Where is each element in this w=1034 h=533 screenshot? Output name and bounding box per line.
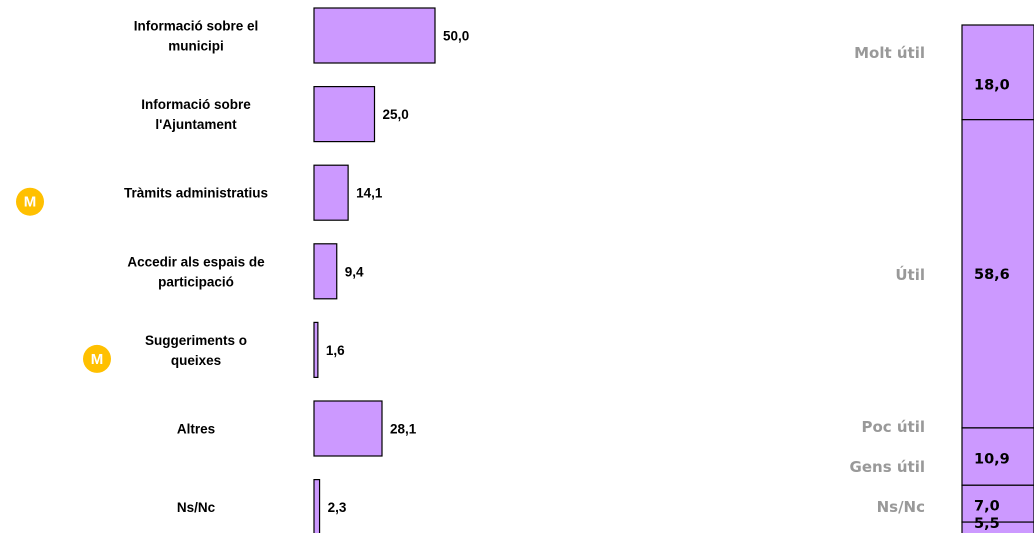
- segment-category-label: Gens útil: [850, 458, 925, 476]
- m-badge-icon: [83, 344, 111, 373]
- category-label: Suggeriments o: [145, 333, 247, 348]
- bar-value-label: 50,0: [443, 29, 469, 44]
- bar-value-label: 14,1: [356, 186, 383, 201]
- segment-category-label: Poc útil: [861, 418, 925, 436]
- segment-value-label: 10,9: [974, 452, 1010, 468]
- bar: [313, 7, 436, 64]
- segment-category-label: Útil: [895, 265, 925, 284]
- category-label: queixes: [171, 353, 221, 368]
- segment-category-label: Ns/Nc: [877, 498, 925, 516]
- m-badge-icon: [16, 187, 44, 216]
- stacked-segment: [961, 24, 1034, 121]
- bar-value-label: 25,0: [383, 107, 409, 122]
- category-label: l'Ajuntament: [155, 117, 237, 132]
- segment-value-label: 18,0: [974, 77, 1010, 93]
- segment-value-label: 58,6: [974, 267, 1010, 283]
- bar-value-label: 28,1: [390, 422, 417, 437]
- category-label: Informació sobre el: [134, 19, 259, 34]
- category-label: participació: [158, 274, 234, 289]
- bar: [313, 321, 319, 378]
- bar: [313, 243, 338, 300]
- segment-value-label: 7,0: [974, 499, 1000, 515]
- bar: [313, 479, 321, 533]
- bar-value-label: 9,4: [345, 264, 364, 279]
- category-label: Tràmits administratius: [124, 186, 268, 201]
- stacked-segment: [961, 119, 1034, 429]
- m-badge-label: M: [91, 351, 104, 368]
- category-label: Accedir als espais de: [127, 254, 265, 269]
- bar: [313, 400, 383, 457]
- segment-value-label: 5,5: [974, 516, 1000, 532]
- category-label: Informació sobre: [141, 97, 251, 112]
- stacked-segment: [961, 484, 1034, 523]
- stacked-segment: [961, 521, 1034, 533]
- category-label: Ns/Nc: [177, 500, 216, 515]
- bar: [313, 164, 349, 221]
- category-label: Altres: [177, 422, 215, 437]
- segment-category-label: Molt útil: [854, 44, 925, 62]
- m-badge-label: M: [24, 194, 37, 211]
- bar: [313, 85, 376, 143]
- bar-value-label: 1,6: [326, 343, 345, 358]
- category-label: municipi: [168, 39, 224, 54]
- bar-value-label: 2,3: [328, 500, 347, 515]
